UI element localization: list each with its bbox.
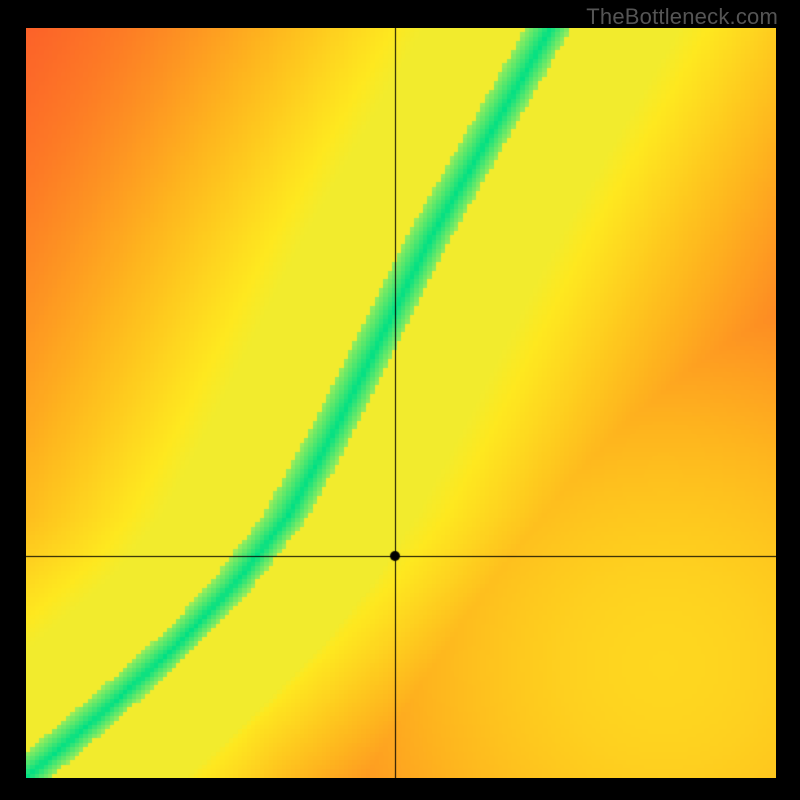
chart-root: TheBottleneck.com (0, 0, 800, 800)
bottleneck-heatmap (26, 28, 776, 778)
watermark-text: TheBottleneck.com (586, 4, 778, 30)
